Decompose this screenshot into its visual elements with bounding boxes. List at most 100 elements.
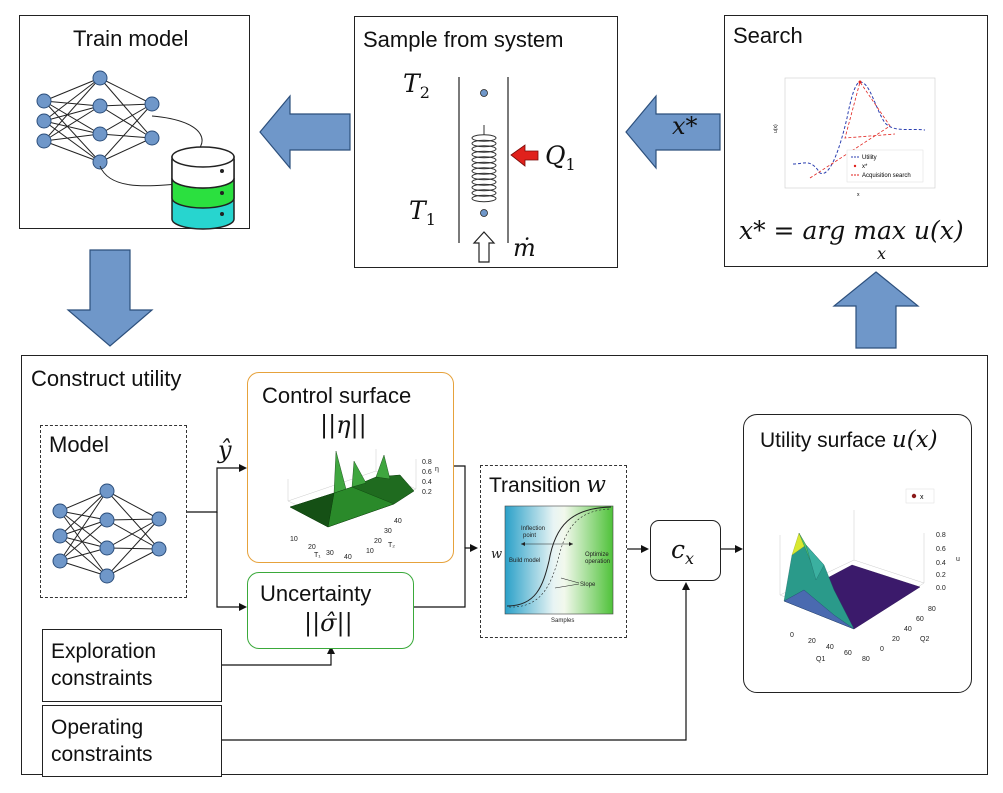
search-legend-xstar: x*: [862, 164, 868, 170]
control-z-tick-2: 0.6: [422, 469, 432, 476]
model-network-icon: [52, 483, 167, 584]
utility-z-tick-4: 0.2: [936, 572, 946, 579]
network-node: [52, 553, 68, 569]
model-title: Model: [49, 432, 109, 457]
transition-optimize-2: operation: [585, 559, 610, 565]
yhat-label: ŷ: [218, 436, 232, 464]
utility-z-label: u: [956, 556, 960, 563]
argmax-sub: x: [877, 244, 887, 263]
mdot-label: ṁ: [513, 234, 536, 262]
control-y-tick-3: 20: [374, 538, 382, 545]
exploration-line-2: constraints: [51, 667, 153, 690]
network-node: [92, 154, 108, 170]
train-model-box: Train model: [19, 15, 250, 230]
model-box: Model: [40, 425, 187, 598]
search-legend-acq: Acquisition search: [862, 173, 911, 179]
construct-utility-title: Construct utility: [31, 366, 182, 391]
control-surface-box: Control surface ||η|| 0.8 0.6 0.4 0.2 η …: [247, 372, 454, 563]
control-x-tick-3: 30: [326, 550, 334, 557]
control-x-tick-4: 40: [344, 554, 352, 561]
arrow-to-search: [832, 271, 920, 349]
train-model-title: Train model: [73, 26, 189, 51]
control-eta: ||η||: [320, 411, 367, 439]
network-node: [99, 483, 115, 499]
network-node: [36, 93, 52, 109]
transition-build: Build model: [509, 558, 540, 564]
control-x-label: T₁: [314, 552, 321, 559]
utility-y-tick-4: 20: [892, 636, 900, 643]
utility-x-tick-4: 60: [844, 650, 852, 657]
database-icon: [171, 146, 235, 230]
t2-symbol: T: [403, 69, 420, 98]
search-xlabel: x: [857, 192, 860, 198]
network-node: [144, 130, 160, 146]
control-z-label: η: [435, 466, 439, 473]
arrow-to-train: [259, 94, 351, 170]
acquisition-plot: Utility x* Acquisition search u(x) x: [773, 77, 936, 198]
control-z-tick-1: 0.8: [422, 459, 432, 466]
utility-y-tick-3: 40: [904, 626, 912, 633]
operating-constraints-box: Operating constraints: [42, 705, 222, 777]
cx-label: cx: [671, 535, 694, 568]
transition-title-text: Transition: [489, 474, 581, 497]
q1-symbol: Q: [545, 141, 566, 170]
t2-subscript: 2: [419, 83, 430, 102]
q1-subscript: 1: [565, 155, 576, 174]
t1-symbol: T: [409, 196, 426, 225]
network-node: [99, 540, 115, 556]
operating-constraints-label: Operating constraints: [51, 714, 153, 768]
exploration-line-1: Exploration: [51, 640, 157, 663]
t1-label: T1: [409, 196, 436, 229]
uncertainty-title: Uncertainty: [260, 581, 372, 606]
utility-legend: x: [920, 494, 924, 501]
network-node: [92, 126, 108, 142]
utility-x-label: Q1: [816, 656, 825, 663]
utility-z-tick-1: 0.8: [936, 532, 946, 539]
network-node: [151, 511, 167, 527]
transition-plot: Inflection point Build model Optimize op…: [491, 505, 614, 624]
xstar-arrow-label: x*: [672, 112, 698, 140]
control-surface-title: Control surface: [262, 383, 412, 408]
arrow-xstar: [625, 94, 721, 170]
utility-y-tick-5: 0: [880, 646, 884, 653]
transition-w-axis: w: [491, 547, 502, 562]
utility-z-tick-5: 0.0: [936, 585, 946, 592]
search-box: Search Utility x* Acquisition search u(x…: [724, 15, 988, 267]
argmax-rhs: u(x): [913, 216, 964, 245]
network-node: [52, 503, 68, 519]
utility-y-label: Q2: [920, 636, 929, 643]
network-node: [99, 512, 115, 528]
transition-title-w: w: [586, 472, 606, 498]
control-x-tick-1: 10: [290, 536, 298, 543]
network-node: [151, 541, 167, 557]
utility-surface-title: Utility surface u(x): [760, 427, 938, 453]
network-node: [99, 568, 115, 584]
search-legend-utility: Utility: [862, 155, 877, 161]
argmax-formula: x* = arg max u(x): [739, 216, 964, 245]
search-title: Search: [733, 23, 803, 48]
utility-z-tick-3: 0.4: [936, 560, 946, 567]
transition-box: Transition w Inflection point Build mode…: [480, 465, 627, 638]
utility-surface-plot: x 0.8 0.6 0.4 0.2 0.0 u 0 20 40 60 80 Q1…: [779, 488, 960, 663]
utility-title-text: Utility surface: [760, 429, 887, 452]
exploration-constraints-box: Exploration constraints: [42, 629, 222, 702]
control-surface-plot: 0.8 0.6 0.4 0.2 η 10 20 30 40 T₁ 40 30 2…: [287, 449, 439, 561]
search-ylabel: u(x): [773, 124, 779, 133]
network-node: [92, 98, 108, 114]
t2-label: T2: [403, 69, 430, 102]
argmax-lhs: x* = arg max: [739, 216, 906, 245]
q1-label: Q1: [545, 141, 576, 174]
utility-surface-box: Utility surface u(x) x 0.8 0.6 0.4 0.2 0…: [743, 414, 972, 693]
network-node: [36, 113, 52, 129]
utility-title-math: u(x): [891, 427, 938, 453]
utility-x-tick-2: 20: [808, 638, 816, 645]
neural-network-icon: [36, 70, 203, 187]
network-node: [52, 528, 68, 544]
control-y-tick-4: 10: [366, 548, 374, 555]
pipe-diagram: [458, 77, 539, 263]
transition-samples: Samples: [551, 618, 574, 624]
utility-z-tick-2: 0.6: [936, 546, 946, 553]
utility-x-tick-3: 40: [826, 644, 834, 651]
operating-line-2: constraints: [51, 743, 153, 766]
utility-y-tick-1: 80: [928, 606, 936, 613]
